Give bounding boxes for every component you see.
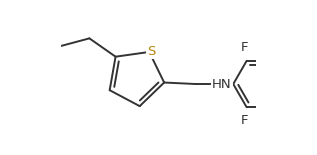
Text: S: S [147, 44, 155, 58]
Text: F: F [241, 114, 248, 127]
Text: F: F [241, 41, 248, 54]
Text: HN: HN [212, 78, 232, 91]
